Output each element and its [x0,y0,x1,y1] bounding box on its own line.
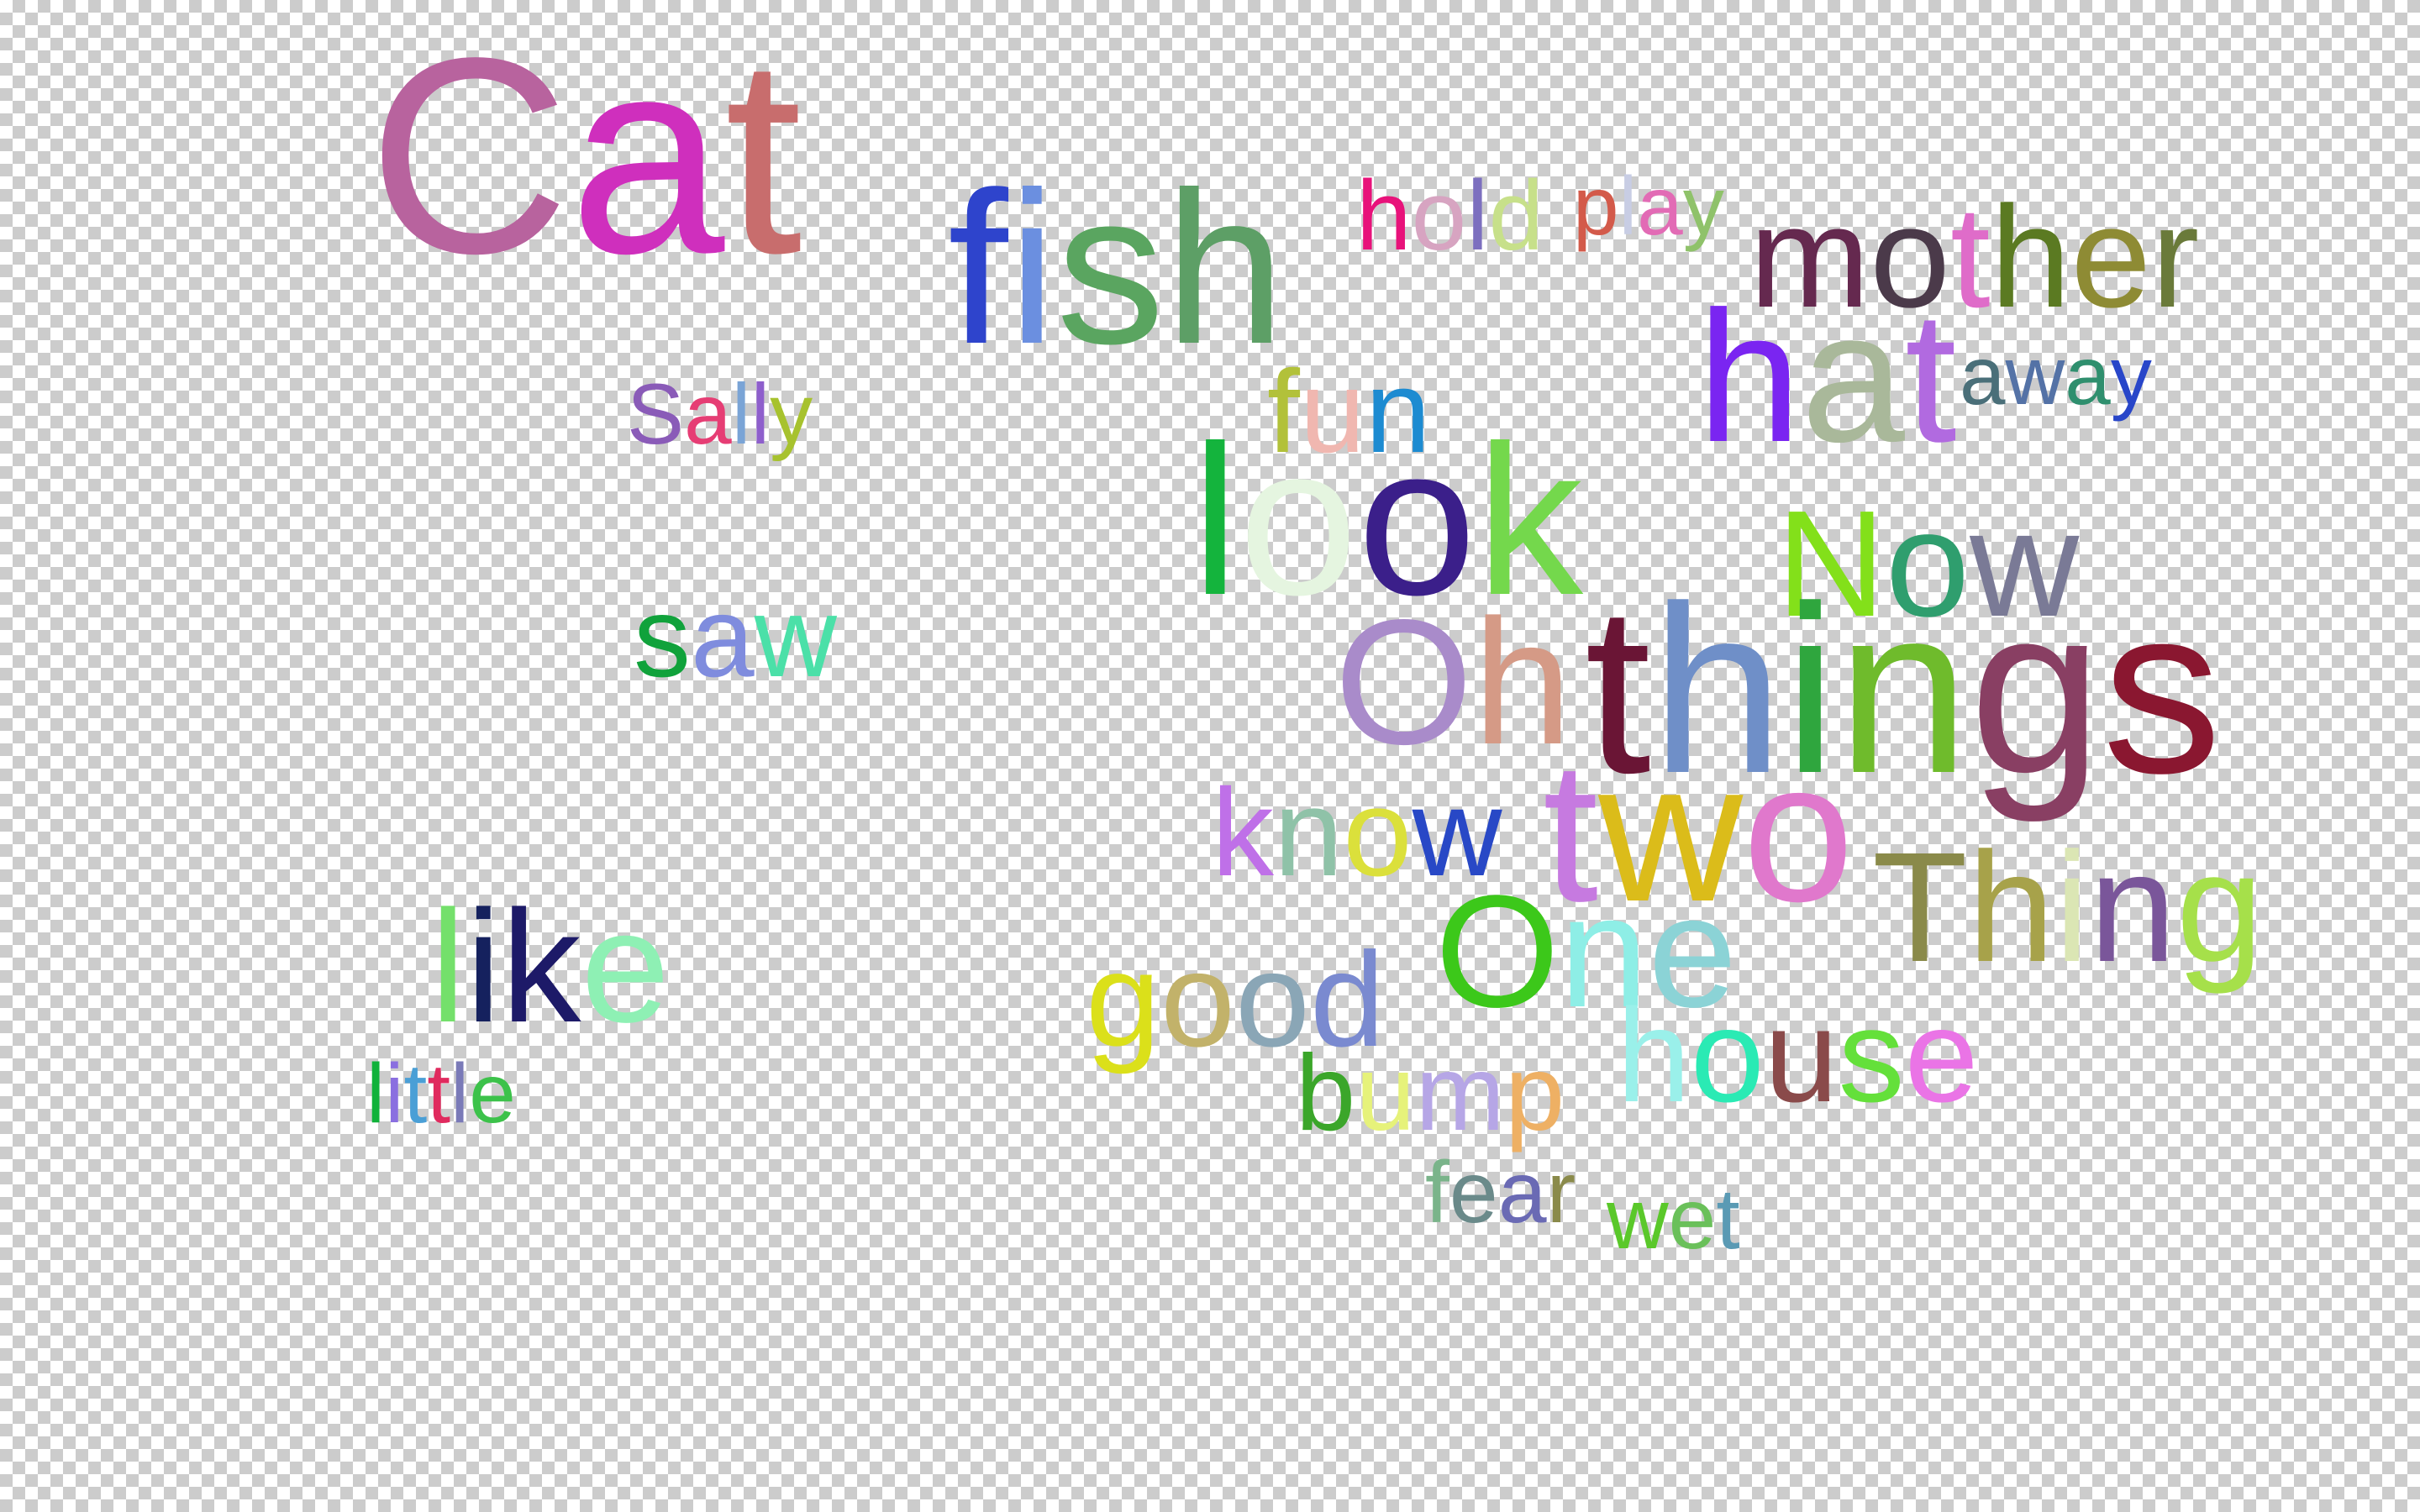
word-saw: saw [634,573,837,701]
word-cat: Cat [368,0,802,312]
word-oh: Oh [1334,582,1572,781]
word-away: away [1960,329,2152,422]
word-two: two [1543,721,1854,943]
word-thing: Thing [1872,821,2264,995]
word-play: play [1573,160,1724,252]
word-fear: fear [1425,1144,1576,1242]
word-little: little [366,1047,516,1141]
word-look: look [1192,401,1583,639]
word-know: know [1212,764,1502,902]
word-hat: hat [1697,273,1957,481]
word-like: like [430,878,671,1056]
word-bump: bump [1296,1033,1565,1153]
word-sally: Sally [627,366,813,462]
word-good: good [1086,924,1385,1074]
word-one: One [1435,863,1738,1041]
word-fun: fun [1267,345,1431,477]
word-house: house [1617,982,1979,1130]
word-now: Now [1776,480,2080,648]
word-mother: mother [1749,176,2200,338]
word-hold: hold [1356,160,1544,271]
word-things: things [1585,557,2222,823]
word-fish: fish [948,146,1286,389]
word-wet: wet [1607,1171,1740,1267]
